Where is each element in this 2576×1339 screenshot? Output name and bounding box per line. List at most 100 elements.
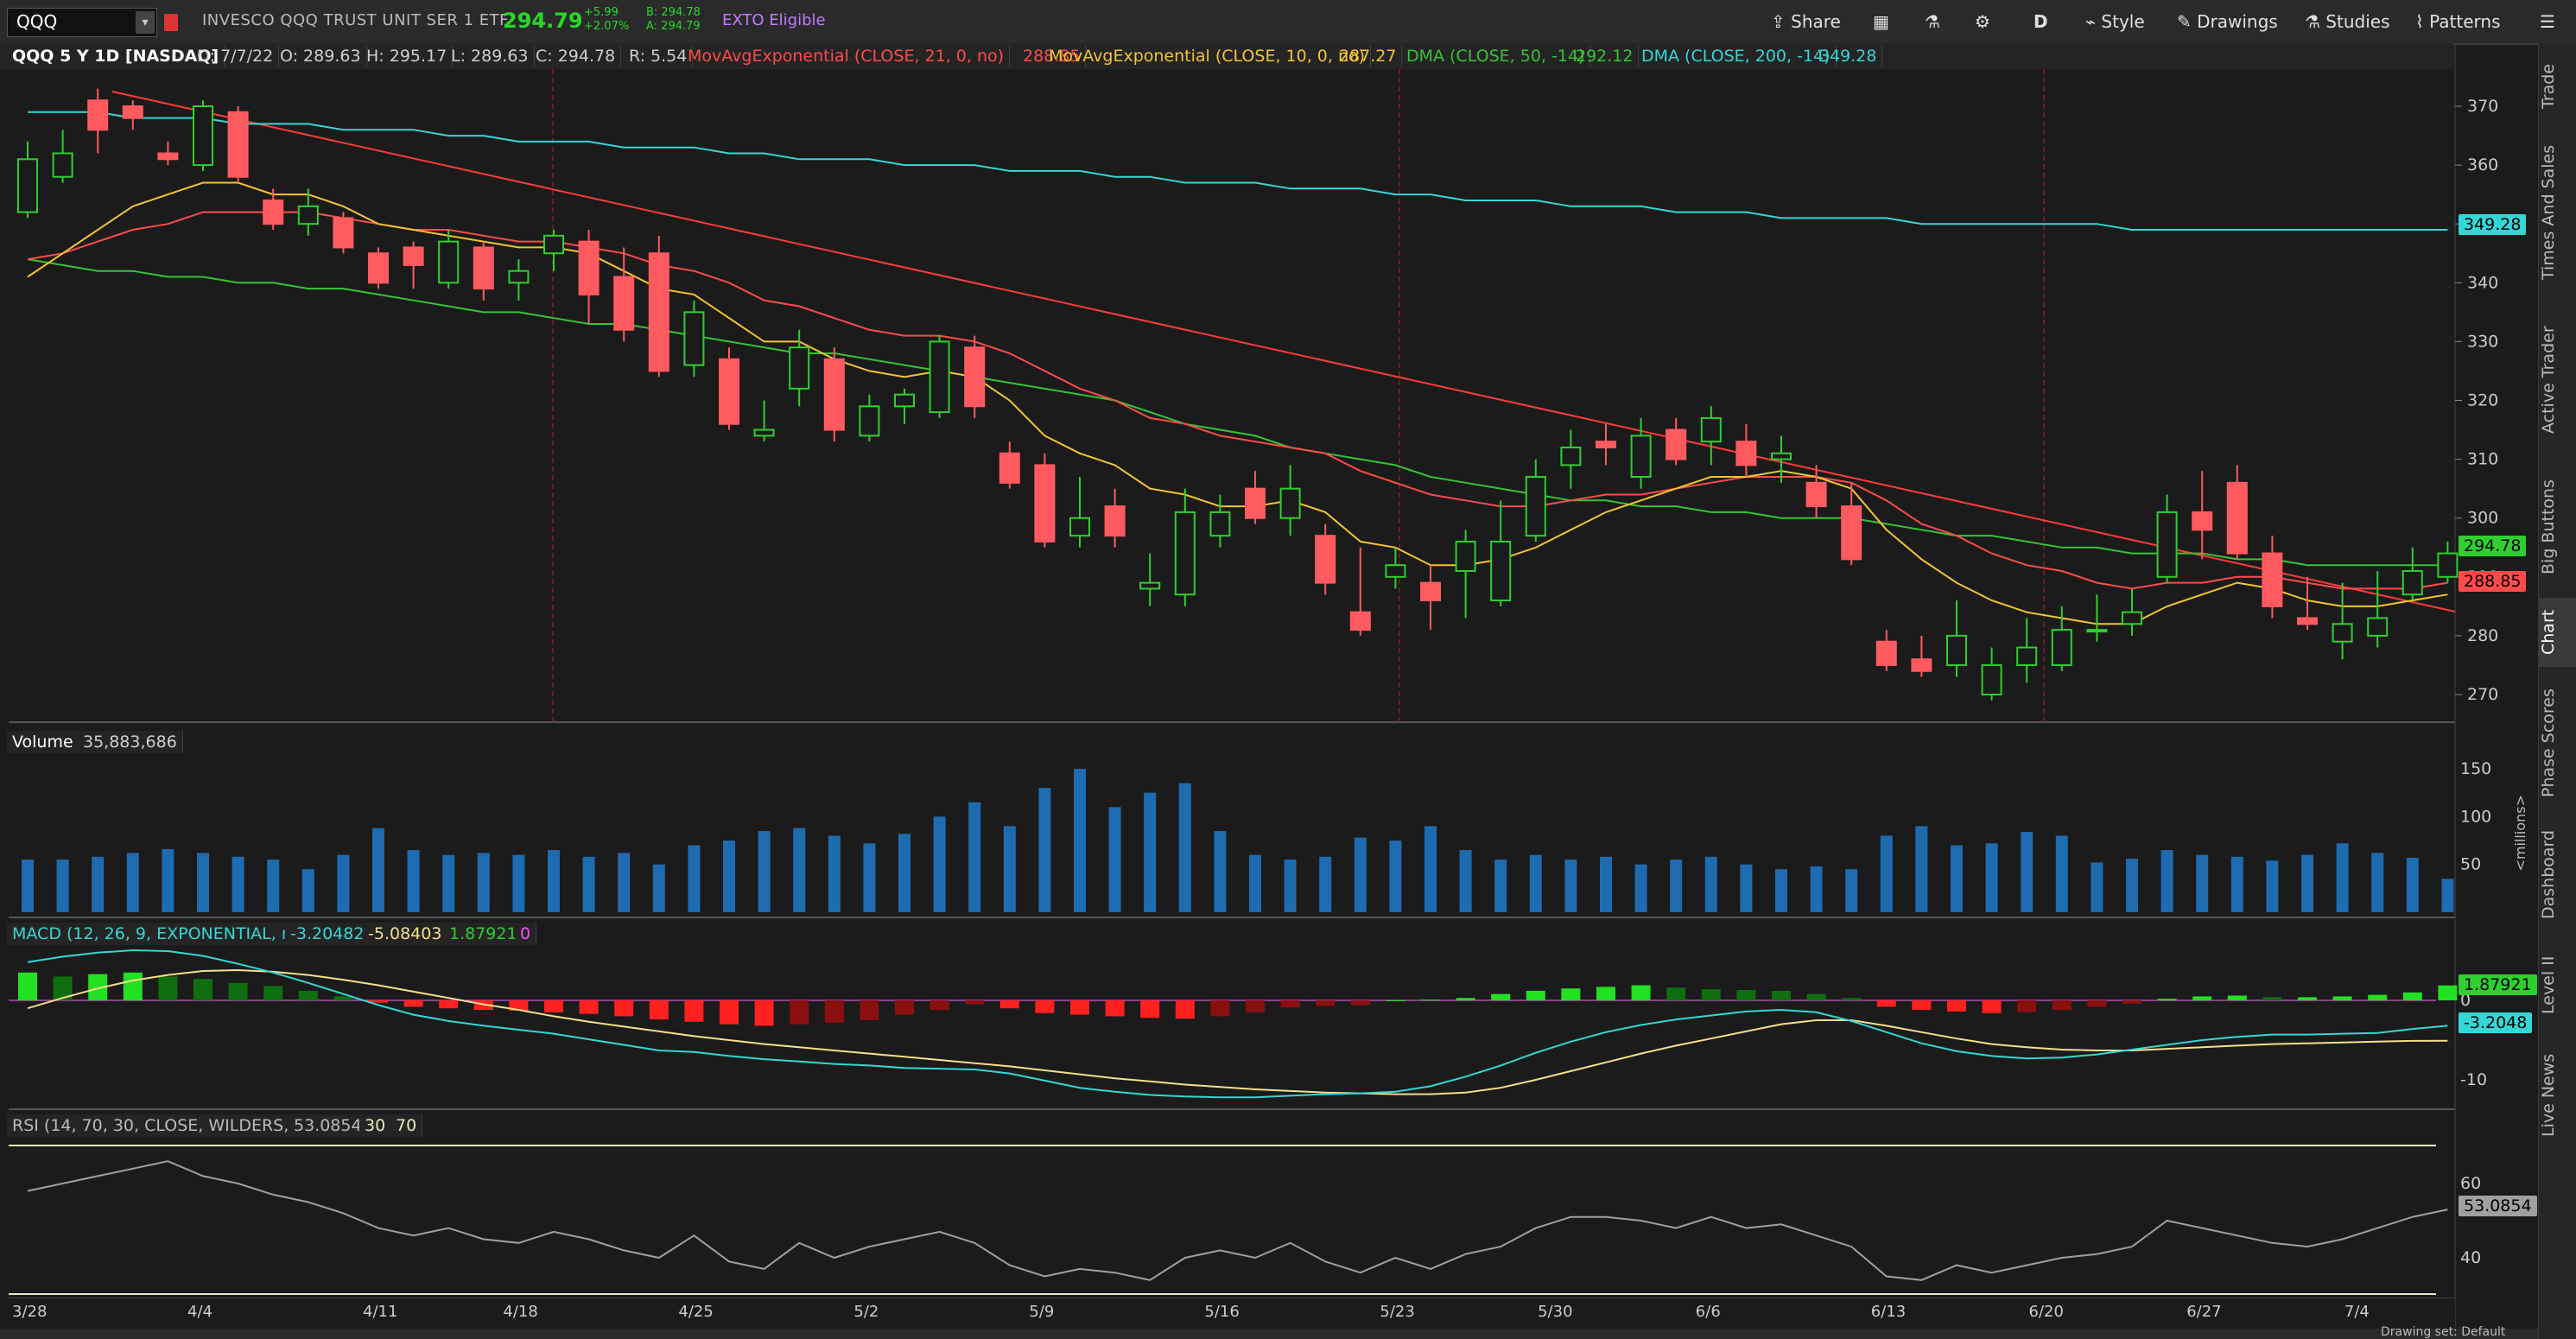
macd-axis: 0 -10 [2460,991,2487,1089]
candle-body [297,205,319,225]
dma50-label[interactable]: DMA (CLOSE, 50, -14) [1401,45,1591,67]
trendline-drawing[interactable] [111,91,2456,612]
candle-body [823,358,845,431]
side-tab-phase-scores[interactable]: Phase Scores [2539,689,2558,797]
net-change: +5.99 +2.07% [584,6,629,34]
candle [1349,547,1371,636]
price-pane[interactable] [9,69,2455,722]
bar-open: O: 289.63 [275,45,367,67]
price-axis[interactable]: 370360350340330320310300290280270 [2455,97,2498,704]
drawing-set-label[interactable]: Drawing set: Default [2381,1325,2506,1339]
price-tick-label: 360 [2467,155,2498,175]
symbol-input[interactable]: QQQ ▾ [7,8,157,37]
bar-low: L: 289.63 [446,45,535,67]
symbol-dropdown-icon[interactable]: ▾ [136,11,155,34]
macd-line-tag: -3.2048 [2459,1012,2533,1033]
volume-bar [162,848,174,912]
volume-bar [126,853,139,912]
side-tab-live-news[interactable]: Live News [2539,1053,2558,1138]
exto-badge[interactable]: EXTO Eligible [722,11,826,29]
rsi-title[interactable]: RSI (14, 70, 30, CLOSE, WILDERS, no) [7,1114,327,1137]
macd-histogram-bar [1175,1000,1195,1019]
dma200-label[interactable]: DMA (CLOSE, 200, -14) [1636,45,1837,67]
bar-date: D: 7/7/22 [192,45,280,67]
macd-histogram-bar [1140,1000,1160,1019]
side-tab-big-buttons[interactable]: Big Buttons [2539,479,2558,574]
volume-bar [2091,862,2103,912]
macd-histogram-bar [1772,990,1791,1000]
volume-bar [372,828,384,912]
volume-bar [2266,860,2279,912]
share-button[interactable]: ⇪ Share [1771,7,1841,36]
share-label: Share [1791,11,1841,32]
candle [263,188,284,231]
candle-body [2016,646,2038,666]
side-tab-level-ii[interactable]: Level II [2539,955,2558,1014]
alert-flag-icon[interactable] [164,14,178,31]
candle-body [1630,435,1652,479]
flask-button[interactable]: ⚗ [1925,7,1940,36]
menu-button[interactable]: ☰ [2540,7,2555,36]
volume-title[interactable]: Volume [7,731,79,753]
volume-bar [1389,840,1402,912]
side-tab-chart[interactable]: Chart [2539,598,2576,667]
ema21-label[interactable]: MovAvgExponential (CLOSE, 21, 0, no) [682,45,1011,67]
candle-body [122,105,143,119]
time-axis-label: 3/28 [12,1303,48,1321]
macd-histogram-bar [860,1000,879,1020]
candle-body [1455,540,1476,572]
volume-tick-label: 50 [2460,855,2481,874]
candle-body [859,405,880,437]
macd-histogram-bar [895,1000,914,1015]
candle [1805,465,1827,518]
time-axis-label: 5/30 [1538,1303,1573,1321]
volume-bar [1634,864,1647,912]
rsi-axis: 60 40 [2460,1174,2481,1267]
volume-bar [2301,854,2313,912]
macd-histogram-bar [1456,998,1475,1000]
candle [1560,429,1582,489]
patterns-button[interactable]: ⌇ Patterns [2415,7,2501,36]
macd-histogram-bar [2157,999,2177,1000]
macd-histogram-bar [1210,1000,1230,1017]
candle-body [403,246,424,266]
candle-body [1385,564,1406,578]
ema21-line [27,211,2448,590]
symbol-text: QQQ [16,11,58,32]
settings-button[interactable]: ⚙ [1975,7,1990,36]
ema10-label[interactable]: MovAvgExponential (CLOSE, 10, 0, no) [1044,45,1372,67]
candle [508,259,530,301]
macd-histogram-bar [1421,999,1440,1001]
volume-bar [1178,783,1191,912]
candle [1174,488,1196,606]
volume-bar [2336,843,2349,912]
period-button[interactable]: D [2034,11,2048,32]
time-axis-label: 4/11 [363,1303,398,1321]
time-axis[interactable] [9,1298,2455,1329]
candle [122,100,143,130]
side-tab-active-trader[interactable]: Active Trader [2539,326,2558,435]
rsi-tag: 53.0854 [2459,1196,2537,1216]
candle-body [1174,511,1196,596]
studies-button[interactable]: ⚗ Studies [2305,7,2390,36]
flexible-grid-button[interactable]: ▦ [1873,7,1889,36]
pencil-icon: ✎ [2177,11,2198,32]
macd-title[interactable]: MACD (12, 26, 9, EXPONENTIAL, no) [7,923,314,945]
side-tab-times-and-sales[interactable]: Times And Sales [2539,144,2558,281]
drawings-button[interactable]: ✎ Drawings [2177,7,2278,36]
candle-body [1139,581,1161,590]
side-tab-trade[interactable]: Trade [2539,63,2558,110]
macd-histogram-bar [544,1000,563,1012]
macd-histogram-bar [439,1000,459,1009]
macd-histogram-bar [1246,1000,1265,1012]
volume-bar [442,854,455,912]
candle [929,335,950,418]
macd-histogram-bar [684,1000,704,1022]
side-tab-dashboard[interactable]: Dashboard [2539,829,2558,919]
candle [683,300,705,378]
volume-bar [968,802,981,912]
style-button[interactable]: ⌁ Style [2085,7,2145,36]
macd-histogram-bar [1982,1000,2002,1013]
rsi-plot [27,1160,2448,1281]
